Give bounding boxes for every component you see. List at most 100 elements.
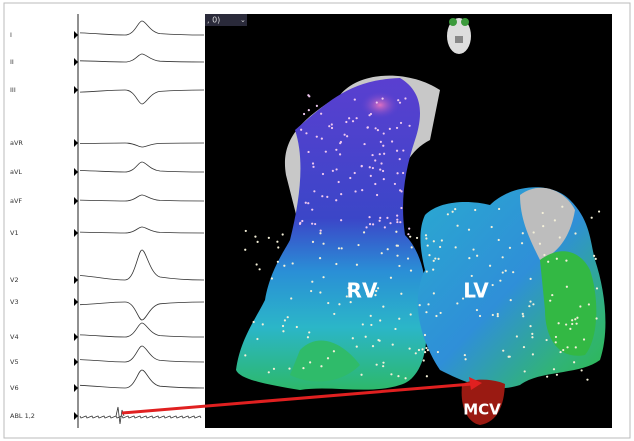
map-point — [555, 336, 557, 338]
map-point — [497, 315, 499, 317]
map-point — [369, 223, 371, 225]
map-point — [404, 377, 406, 379]
map-point — [339, 153, 341, 155]
map-point — [571, 323, 573, 325]
map-point — [523, 346, 525, 348]
map-point — [569, 328, 571, 330]
orientation-icon — [447, 18, 471, 54]
map-point — [398, 265, 400, 267]
map-point — [397, 99, 399, 101]
map-point — [277, 246, 279, 248]
lead-label: I — [10, 31, 12, 39]
map-point — [427, 244, 429, 246]
map-point — [322, 243, 324, 245]
map-point — [312, 241, 314, 243]
ecg-trace — [80, 162, 204, 172]
map-point — [558, 322, 560, 324]
map-point — [382, 365, 384, 367]
map-point — [310, 290, 312, 292]
map-point — [499, 280, 501, 282]
lead-marker — [74, 139, 78, 147]
map-point — [305, 202, 307, 204]
map-point — [398, 318, 400, 320]
map-point — [549, 300, 551, 302]
map-point — [565, 323, 567, 325]
map-point — [379, 153, 381, 155]
map-point — [576, 323, 578, 325]
map-point — [382, 145, 384, 147]
map-point — [539, 243, 541, 245]
map-point — [410, 269, 412, 271]
map-point — [287, 316, 289, 318]
map-point — [320, 230, 322, 232]
map-point — [305, 132, 307, 134]
map-point — [365, 336, 367, 338]
map-point — [282, 325, 284, 327]
map-point — [464, 354, 466, 356]
map-point — [377, 339, 379, 341]
map-point — [282, 233, 284, 235]
map-point — [426, 270, 428, 272]
map-point — [369, 166, 371, 168]
map-point — [327, 302, 329, 304]
map-point — [376, 194, 378, 196]
lead-marker — [74, 276, 78, 284]
map-point — [338, 181, 340, 183]
map-point — [437, 351, 439, 353]
map-point — [396, 150, 398, 152]
map-point — [415, 352, 417, 354]
map-point — [254, 236, 256, 238]
map-point — [268, 371, 270, 373]
map-point — [407, 257, 409, 259]
map-point — [354, 190, 356, 192]
map-point — [319, 257, 321, 259]
map-point — [380, 141, 382, 143]
map-point — [426, 375, 428, 377]
map-point — [389, 128, 391, 130]
lead-label: V2 — [10, 276, 19, 284]
map-point — [492, 314, 494, 316]
map-point — [333, 313, 335, 315]
screenshot: , 0) ⌄ IIIIIIaVRaVLaVFV1V2V3V4V5V6ABL 1,… — [0, 0, 634, 441]
map-point — [313, 190, 315, 192]
map-point — [554, 219, 556, 221]
map-point — [300, 129, 302, 131]
map-point — [307, 336, 309, 338]
map-point — [559, 236, 561, 238]
map-point — [356, 346, 358, 348]
map-point — [573, 361, 575, 363]
map-point — [309, 361, 311, 363]
map-point — [381, 252, 383, 254]
map-point — [290, 297, 292, 299]
map-point — [427, 349, 429, 351]
map-point — [502, 256, 504, 258]
map-point — [341, 247, 343, 249]
map-point — [259, 268, 261, 270]
map-point — [312, 162, 314, 164]
map-point — [333, 350, 335, 352]
map-point — [316, 136, 318, 138]
map-point — [425, 347, 427, 349]
map-point — [335, 263, 337, 265]
map-point — [319, 291, 321, 293]
map-point — [244, 354, 246, 356]
map-point — [390, 373, 392, 375]
map-point — [308, 95, 310, 97]
map-point — [375, 127, 377, 129]
map-point — [395, 231, 397, 233]
map-point — [433, 240, 435, 242]
map-point — [371, 154, 373, 156]
lead-marker — [74, 298, 78, 306]
map-point — [425, 234, 427, 236]
map-label: LV — [463, 279, 489, 303]
map-point — [556, 374, 558, 376]
map-point — [421, 348, 423, 350]
map-point — [344, 134, 346, 136]
map-point — [283, 265, 285, 267]
map-point — [349, 177, 351, 179]
map-point — [389, 222, 391, 224]
lead-label: V5 — [10, 358, 19, 366]
map-point — [408, 228, 410, 230]
map-point — [321, 138, 323, 140]
map-point — [326, 196, 328, 198]
